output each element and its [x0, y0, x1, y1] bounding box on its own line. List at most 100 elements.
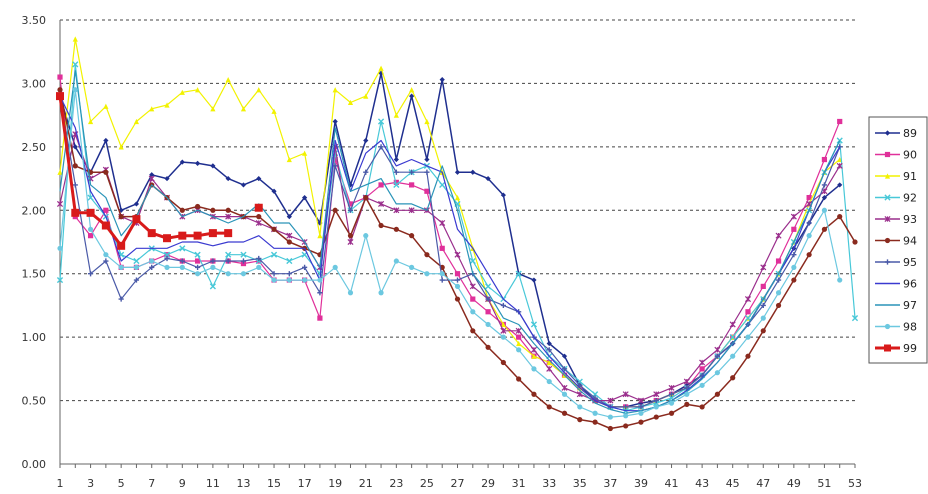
series-96: [59, 95, 841, 412]
data-point: [516, 376, 522, 382]
data-point: [851, 315, 859, 322]
x-tick-label: 25: [420, 477, 434, 490]
legend-item-92: 92: [875, 192, 917, 205]
data-point: [378, 200, 385, 207]
legend-item-99: 99: [875, 342, 917, 355]
data-point: [363, 169, 369, 175]
data-point: [409, 87, 415, 93]
data-point: [607, 414, 613, 420]
data-point: [760, 302, 766, 309]
data-point: [531, 277, 537, 283]
legend-item-97: 97: [875, 299, 917, 312]
legend-item-96: 96: [875, 278, 917, 291]
data-point: [653, 391, 660, 398]
legend-label: 95: [903, 256, 917, 269]
data-point: [332, 264, 338, 270]
data-point: [653, 397, 659, 404]
legend-item-94: 94: [875, 235, 917, 248]
y-tick-label: 1.50: [22, 268, 47, 281]
data-point: [485, 321, 491, 328]
data-point: [561, 391, 568, 397]
data-point: [668, 391, 675, 397]
data-point: [424, 156, 430, 163]
data-point: [270, 251, 278, 258]
data-point: [500, 321, 506, 328]
data-point: [57, 87, 63, 93]
data-point: [500, 359, 506, 366]
data-point: [409, 93, 415, 99]
data-point: [256, 175, 262, 182]
x-tick-label: 1: [57, 477, 64, 490]
data-point: [256, 214, 262, 220]
data-point: [760, 264, 767, 271]
data-point: [500, 327, 507, 334]
data-point: [378, 182, 384, 188]
data-point: [164, 264, 170, 270]
data-point: [286, 257, 293, 265]
data-point: [225, 77, 231, 83]
data-point: [149, 106, 155, 112]
data-point: [118, 214, 124, 220]
data-point: [516, 347, 522, 353]
data-series: [56, 36, 859, 432]
data-point: [637, 397, 644, 404]
data-point: [72, 87, 78, 93]
data-point: [194, 271, 201, 277]
x-tick-label: 15: [267, 477, 281, 490]
series-line-96: [59, 95, 841, 412]
data-point: [744, 296, 752, 303]
legend-marker: [884, 344, 891, 352]
data-point: [745, 353, 751, 359]
data-point: [744, 315, 752, 322]
data-point: [164, 255, 170, 262]
data-point: [133, 277, 140, 283]
data-point: [454, 251, 461, 258]
x-tick-label: 9: [179, 477, 186, 490]
data-point: [377, 118, 385, 125]
data-point: [225, 213, 232, 220]
data-point: [118, 144, 124, 150]
data-point: [668, 384, 675, 391]
data-point: [745, 334, 751, 340]
data-point: [454, 271, 461, 277]
data-point: [133, 201, 140, 207]
data-point: [302, 150, 308, 156]
data-point: [760, 328, 766, 334]
data-point: [317, 277, 323, 283]
data-point: [286, 156, 292, 163]
data-point: [821, 182, 828, 188]
data-point: [103, 103, 109, 109]
data-point: [791, 277, 797, 283]
data-point: [179, 89, 185, 95]
data-point: [332, 156, 338, 163]
data-point: [393, 226, 399, 232]
data-point: [439, 77, 445, 83]
y-tick-label: 2.50: [22, 141, 47, 154]
data-point: [408, 207, 415, 214]
data-point: [439, 271, 445, 277]
data-point: [210, 106, 216, 112]
data-point: [653, 404, 659, 410]
data-point: [577, 404, 583, 410]
y-tick-label: 1.00: [22, 331, 47, 344]
legend-item-89: 89: [875, 127, 917, 140]
data-point: [317, 315, 323, 321]
data-point: [837, 118, 843, 125]
data-point: [164, 175, 170, 182]
x-tick-label: 33: [542, 477, 556, 490]
data-point: [56, 92, 64, 101]
data-point: [133, 264, 140, 270]
data-point: [363, 195, 369, 201]
data-point: [148, 175, 155, 182]
data-point: [72, 36, 78, 42]
data-point: [515, 270, 522, 277]
data-point: [103, 137, 109, 144]
data-point: [363, 137, 369, 144]
data-point: [194, 264, 201, 270]
data-point: [87, 118, 94, 125]
data-point: [164, 102, 170, 108]
data-point: [393, 207, 400, 214]
legend-marker: [884, 130, 891, 136]
series-99: [56, 92, 263, 250]
